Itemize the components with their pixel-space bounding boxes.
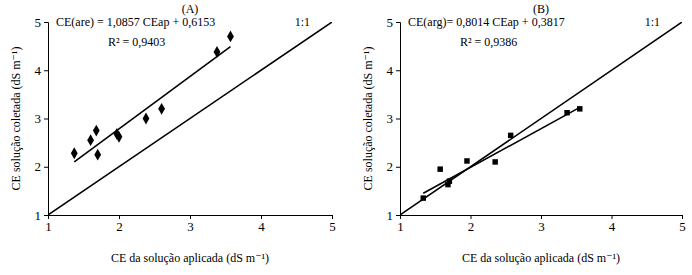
point [71, 147, 78, 159]
tick: 5 [387, 15, 401, 30]
trend-line [74, 47, 230, 162]
tick-label: 2 [468, 219, 475, 234]
tick-label: 3 [187, 219, 194, 234]
plot-area [400, 22, 682, 215]
tick-label: 5 [329, 219, 336, 234]
annotation: CE(arg)= 0,8014 CEap + 0,3817 [408, 15, 565, 29]
point [94, 149, 101, 161]
axis-line [44, 23, 49, 216]
x-axis: 1 2 3 4 5 [45, 215, 336, 234]
tick-label: 1 [397, 219, 404, 234]
title: (A) [182, 2, 199, 16]
point [447, 178, 452, 183]
tick: 4 [387, 63, 401, 78]
tick: 2 [116, 215, 123, 234]
x-axis-title: CE da solução aplicada (dS m⁻¹) [462, 251, 620, 265]
tick: 3 [35, 111, 49, 126]
tick: 1 [387, 208, 401, 223]
point [508, 133, 513, 138]
tick-label: 4 [258, 219, 265, 234]
reference-line [400, 22, 682, 215]
tick-mark [396, 215, 400, 216]
tick-label: 2 [35, 159, 42, 174]
tick: 3 [187, 215, 194, 234]
tick-mark [396, 22, 400, 23]
tick: 2 [35, 159, 49, 174]
point [437, 166, 442, 171]
tick: 5 [679, 215, 686, 234]
tick-label: 3 [538, 219, 545, 234]
point [464, 158, 469, 163]
tick: 5 [329, 215, 336, 234]
annotation: CE(are) = 1,0857 CEap + 0,6153 [56, 15, 215, 29]
tick-label: 1 [35, 208, 42, 223]
tick-mark [396, 167, 400, 168]
tick-label: 4 [609, 219, 616, 234]
panel: 1 2 3 4 5 1 2 3 4 5 CE da solução aplicada (dS m⁻¹… [9, 2, 336, 265]
y-axis: 1 2 3 4 5 [387, 15, 401, 223]
tick: 4 [35, 63, 49, 78]
tick: 3 [538, 215, 545, 234]
point [143, 113, 150, 125]
tick: 5 [35, 15, 49, 30]
tick-label: 3 [387, 111, 394, 126]
tick-mark [44, 70, 48, 71]
tick-mark [396, 119, 400, 120]
annotation: R² = 0,9403 [108, 35, 165, 49]
tick-mark [396, 70, 400, 71]
point [158, 103, 165, 115]
panel: 1 2 3 4 5 1 2 3 4 5 CE da solução aplicada (dS m⁻¹… [361, 2, 686, 265]
point [577, 106, 582, 111]
point [564, 110, 569, 115]
tick-label: 4 [35, 63, 42, 78]
point [93, 125, 100, 137]
point [116, 131, 123, 143]
tick-label: 5 [35, 15, 42, 30]
tick-label: 1 [387, 208, 394, 223]
tick-label: 5 [387, 15, 394, 30]
tick-mark [44, 215, 48, 216]
tick-mark [44, 167, 48, 168]
reference-line [48, 22, 332, 215]
axis-line [396, 23, 401, 216]
x-axis: 1 2 3 4 5 [397, 215, 686, 234]
y-axis: 1 2 3 4 5 [35, 15, 49, 223]
title: (B) [533, 2, 549, 16]
y-axis-title: CE solução coletada (dS m⁻¹) [9, 47, 23, 191]
tick: 1 [45, 215, 52, 234]
tick-label: 5 [679, 219, 686, 234]
point [214, 46, 221, 58]
annotation: R² = 0,9386 [460, 35, 517, 49]
tick-label: 2 [116, 219, 123, 234]
x-axis-title: CE da solução aplicada (dS m⁻¹) [111, 251, 269, 265]
point [421, 195, 426, 200]
tick-label: 4 [387, 63, 394, 78]
tick: 3 [387, 111, 401, 126]
tick: 4 [258, 215, 265, 234]
tick: 2 [387, 159, 401, 174]
line-label: 1:1 [295, 15, 310, 29]
figure: 1 2 3 4 5 1 2 3 4 5 CE da solução aplicada (dS m⁻¹… [0, 0, 692, 275]
tick: 4 [609, 215, 616, 234]
tick: 1 [397, 215, 404, 234]
line-label: 1:1 [645, 15, 660, 29]
tick-mark [44, 119, 48, 120]
point [492, 159, 497, 164]
point [227, 31, 234, 43]
point [87, 134, 94, 146]
trend-line [423, 107, 580, 193]
tick-mark [44, 22, 48, 23]
plot-area [48, 22, 332, 215]
tick-label: 1 [45, 219, 52, 234]
tick-label: 2 [387, 159, 394, 174]
y-axis-title: CE solução coletada (dS m⁻¹) [361, 47, 375, 191]
tick-label: 3 [35, 111, 42, 126]
tick: 1 [35, 208, 49, 223]
tick: 2 [468, 215, 475, 234]
